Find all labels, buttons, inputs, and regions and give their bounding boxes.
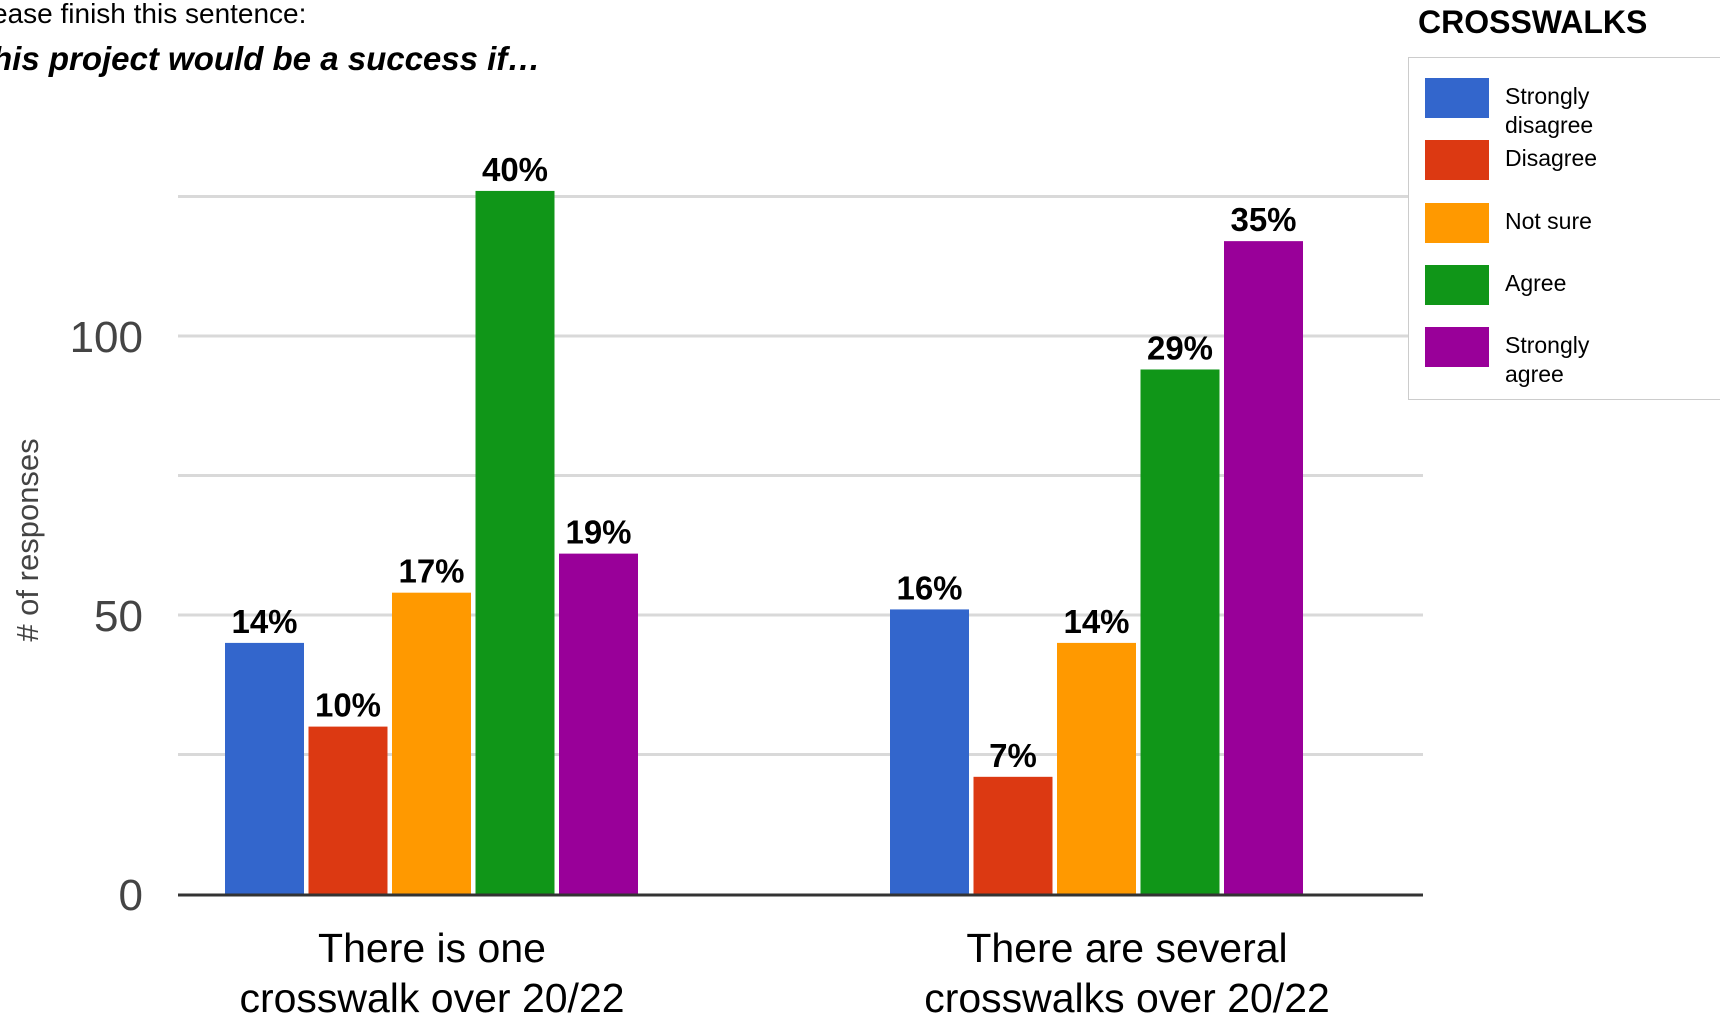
x-category-label: crosswalk over 20/22 bbox=[239, 975, 624, 1021]
data-label: 14% bbox=[231, 603, 297, 640]
legend-label: Not sure bbox=[1505, 208, 1592, 234]
x-category-label: There are several bbox=[966, 925, 1287, 971]
legend-label: Agree bbox=[1505, 270, 1567, 296]
legend-swatch bbox=[1425, 327, 1489, 367]
data-label: 14% bbox=[1063, 603, 1129, 640]
bar bbox=[392, 592, 471, 894]
bar bbox=[890, 609, 969, 894]
data-label: 35% bbox=[1230, 201, 1296, 238]
legend-swatch bbox=[1425, 140, 1489, 180]
data-label: 17% bbox=[398, 553, 464, 590]
bar bbox=[559, 553, 638, 894]
chart-legend: Strongly disagree Disagree Not sure Agree Str… bbox=[1408, 57, 1720, 400]
x-category-label: crosswalks over 20/22 bbox=[924, 975, 1330, 1021]
bar bbox=[225, 642, 304, 894]
data-label: 40% bbox=[482, 151, 548, 188]
y-tick-label: 50 bbox=[94, 592, 143, 641]
bar bbox=[1140, 369, 1220, 895]
prompt-line-2: his project would be a success if… bbox=[0, 40, 541, 77]
y-axis-title: # of responses bbox=[10, 438, 45, 641]
bar bbox=[1224, 241, 1303, 894]
bar bbox=[973, 776, 1053, 894]
prompt-line-1: ease finish this sentence: bbox=[0, 0, 307, 29]
y-tick-label: 0 bbox=[119, 871, 143, 920]
y-tick-label: 100 bbox=[70, 313, 143, 362]
bar bbox=[1057, 642, 1136, 894]
legend-label: Strongly agree bbox=[1505, 332, 1590, 387]
legend-label: Strongly disagree bbox=[1505, 83, 1594, 138]
legend-label: Disagree bbox=[1505, 145, 1598, 171]
legend-swatch bbox=[1425, 203, 1489, 243]
data-label: 10% bbox=[315, 687, 381, 724]
data-label: 7% bbox=[989, 737, 1037, 774]
legend-swatch bbox=[1425, 265, 1489, 305]
legend-swatch bbox=[1425, 78, 1489, 118]
x-category-label: There is one bbox=[318, 925, 546, 971]
data-label: 16% bbox=[896, 569, 962, 606]
data-label: 19% bbox=[565, 514, 631, 551]
chart-title: CROSSWALKS bbox=[1418, 4, 1648, 40]
data-label: 29% bbox=[1147, 329, 1213, 366]
bar bbox=[475, 190, 555, 895]
bar bbox=[308, 726, 388, 894]
